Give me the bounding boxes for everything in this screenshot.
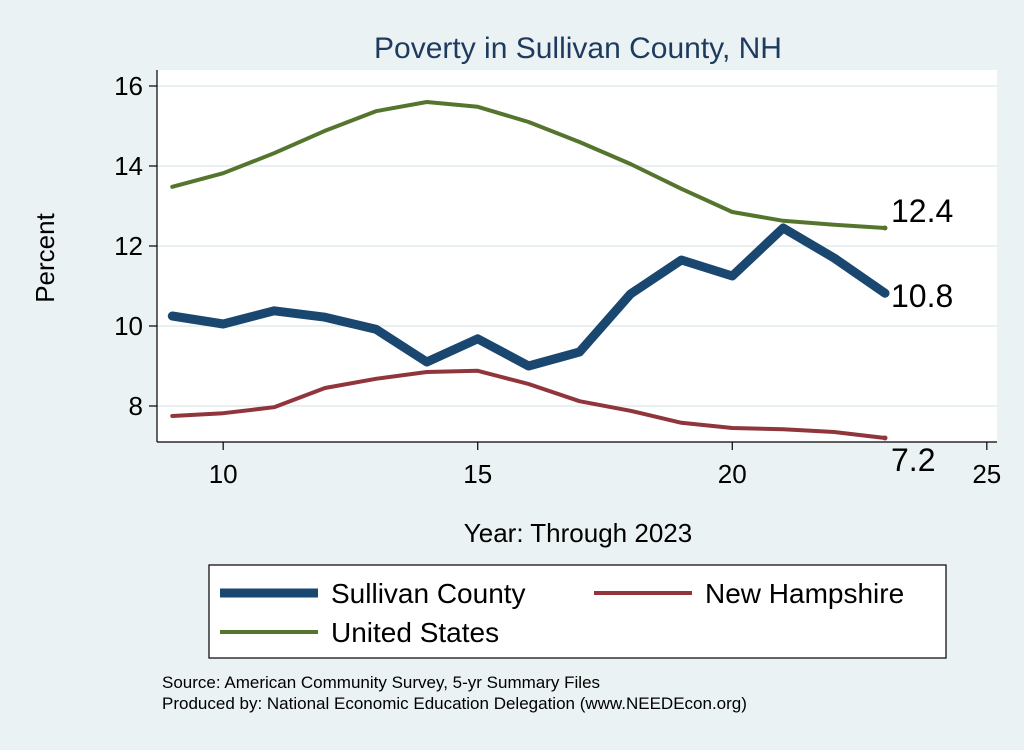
series-layer <box>167 100 890 440</box>
end-label-new-hampshire: 7.2 <box>891 442 935 478</box>
produced-by-note: Produced by: National Economic Education… <box>162 694 747 713</box>
legend-label-sullivan-county: Sullivan County <box>331 578 526 609</box>
end-label-united-states: 12.4 <box>891 193 953 229</box>
x-tick-label-15: 15 <box>463 459 492 489</box>
x-axis-title: Year: Through 2023 <box>464 518 692 548</box>
series-line-new-hampshire <box>170 368 887 440</box>
legend-label-united-states: United States <box>331 617 499 648</box>
endlabel-layer: 12.4 7.2 10.8 <box>882 193 953 478</box>
legend-box <box>208 564 947 659</box>
series-line-united-states <box>170 100 887 230</box>
y-axis-title: Percent <box>30 212 60 302</box>
series-line-sullivan-county <box>167 223 890 371</box>
y-tick-label-8: 8 <box>129 391 143 421</box>
end-marker-sullivan-county <box>882 290 888 296</box>
legend: Sullivan County New Hampshire United Sta… <box>208 564 947 659</box>
y-tick-label-14: 14 <box>114 151 143 181</box>
y-tick-label-16: 16 <box>114 71 143 101</box>
plot-area <box>157 70 997 442</box>
x-tick-label-10: 10 <box>209 459 238 489</box>
axes-layer: 8 10 12 14 16 10 15 20 25 <box>114 70 1001 489</box>
grid-layer <box>157 85 997 407</box>
end-label-sullivan-county: 10.8 <box>891 278 953 314</box>
legend-label-new-hampshire: New Hampshire <box>705 578 904 609</box>
y-tick-label-10: 10 <box>114 311 143 341</box>
end-marker-new-hampshire <box>882 435 888 441</box>
end-marker-united-states <box>882 225 888 231</box>
y-tick-label-12: 12 <box>114 231 143 261</box>
source-note: Source: American Community Survey, 5-yr … <box>162 673 600 692</box>
x-tick-label-25: 25 <box>972 459 1001 489</box>
chart-title: Poverty in Sullivan County, NH <box>374 32 782 65</box>
x-tick-label-20: 20 <box>718 459 747 489</box>
